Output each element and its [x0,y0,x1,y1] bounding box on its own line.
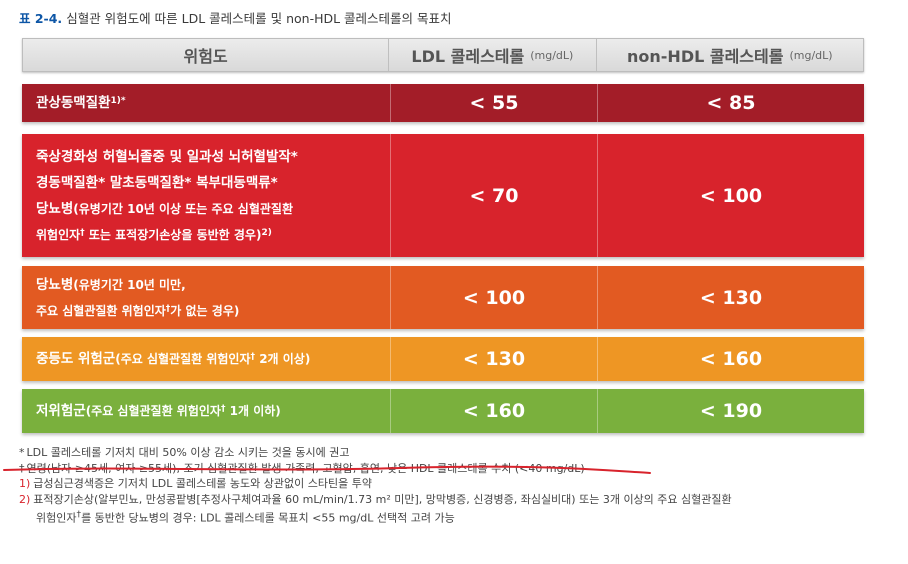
footnote-star: * LDL 콜레스테롤 기저치 대비 50% 이상 감소 시키는 것을 동시에 권… [19,445,732,461]
nonhdl-target: < 190 [699,400,763,422]
risk-main: 저위험군 [36,403,86,419]
nonhdl-target: < 160 [699,348,763,370]
risk-detail: 2개 이상) [255,352,311,366]
risk-main: 관상동맥질환 [36,95,111,111]
footnote-1: 1) 급성심근경색증은 기저치 LDL 콜레스테롤 농도와 상관없이 스타틴을 투… [19,476,732,492]
risk-label: 죽상경화성 허혈뇌졸중 및 일과성 뇌허혈발작* 경동맥질환* 말초동맥질환* … [22,134,391,257]
header-ldl-label: LDL 콜레스테롤 [411,47,525,66]
nonhdl-target: < 130 [699,286,763,309]
nonhdl-target: < 85 [706,92,756,114]
table-row-low-risk: 저위험군(주요 심혈관질환 위험인자† 1개 이하) < 160 < 190 [22,389,864,433]
risk-detail: (유병기간 10년 이상 또는 주요 심혈관질환 [73,201,293,216]
footnote-text: 연령(남자 ≥45세, 여자 ≥55세), 조기 심혈관질환 발생 가족력, 고… [26,461,585,475]
nonhdl-target: < 100 [699,184,763,207]
footnote-mark: * [19,446,25,459]
ldl-target: < 70 [391,134,598,257]
table-header: 위험도 LDL 콜레스테롤 (mg/dL) non-HDL 콜레스테롤 (mg/… [22,38,864,72]
risk-label: 당뇨병(유병기간 10년 미만, 주요 심혈관질환 위험인자†가 없는 경우) [22,266,391,329]
footnote-text: 급성심근경색증은 기저치 LDL 콜레스테롤 농도와 상관없이 스타틴을 투약 [33,477,372,490]
table-row-very-high-risk: 죽상경화성 허혈뇌졸중 및 일과성 뇌허혈발작* 경동맥질환* 말초동맥질환* … [22,134,864,257]
table-row-coronary: 관상동맥질환1)* < 55 < 85 [22,84,864,122]
header-risk: 위험도 [23,39,390,71]
header-ldl-unit: (mg/dL) [530,48,574,62]
caption-label: 표 2-4. [19,11,63,26]
footnote-ref: 2) [261,227,272,238]
header-ldl: LDL 콜레스테롤 (mg/dL) [389,39,597,71]
footnote-2: 2) 표적장기손상(알부민뇨, 만성콩팥병[추정사구체여과율 60 mL/min/… [19,492,732,508]
risk-line: 죽상경화성 허혈뇌졸중 및 일과성 뇌허혈발작* [36,148,298,165]
footnote-mark: 1) [19,477,31,490]
table-caption: 표 2-4. 심혈관 위험도에 따른 LDL 콜레스테롤 및 non-HDL 콜레… [19,8,452,27]
ldl-target: < 55 [391,84,598,122]
risk-detail: 주요 심혈관질환 위험인자 [36,303,166,318]
risk-detail: (주요 심혈관질환 위험인자 [115,352,251,366]
footnote-text: 표적장기손상(알부민뇨, 만성콩팥병[추정사구체여과율 60 mL/min/1.… [33,492,732,506]
footnote-ref: 1)* [110,96,126,106]
ldl-target: < 160 [391,389,598,433]
footnote-ref: † [76,509,82,520]
risk-detail: (주요 심혈관질환 위험인자 [85,404,221,418]
risk-main: 당뇨병 [36,200,74,217]
header-nonhdl: non-HDL 콜레스테롤 (mg/dL) [597,39,863,71]
footnote-2-cont: 위험인자†를 동반한 당뇨병의 경우: LDL 콜레스테롤 목표치 <55 mg… [19,507,732,526]
risk-label: 중등도 위험군(주요 심혈관질환 위험인자† 2개 이상) [22,337,391,381]
caption-title: 심혈관 위험도에 따른 LDL 콜레스테롤 및 non-HDL 콜레스테롤의 목… [66,11,452,26]
footnote-mark: 2) [19,492,31,506]
footnote-ref: † [80,227,85,238]
risk-detail: 1개 이하) [225,404,281,418]
risk-detail: 위험인자 [36,227,81,242]
footnote-mark: † [19,461,25,475]
risk-main: 중등도 위험군 [36,351,116,367]
footnote-dagger: † 연령(남자 ≥45세, 여자 ≥55세), 조기 심혈관질환 발생 가족력, … [19,461,732,477]
risk-detail: 또는 표적장기손상을 동반한 경우) [84,227,262,242]
table-row-diabetes: 당뇨병(유병기간 10년 미만, 주요 심혈관질환 위험인자†가 없는 경우) … [22,266,864,329]
risk-label: 저위험군(주요 심혈관질환 위험인자† 1개 이하) [22,389,391,433]
ldl-target: < 100 [391,266,598,329]
table-row-moderate-risk: 중등도 위험군(주요 심혈관질환 위험인자† 2개 이상) < 130 < 16… [22,337,864,381]
risk-detail: 가 없는 경우) [170,303,240,318]
ldl-target: < 130 [391,337,598,381]
footnote-ref: † [220,404,226,414]
footnotes: * LDL 콜레스테롤 기저치 대비 50% 이상 감소 시키는 것을 동시에 권… [19,445,732,526]
risk-detail: (유병기간 10년 미만, [73,277,186,292]
footnote-text: LDL 콜레스테롤 기저치 대비 50% 이상 감소 시키는 것을 동시에 권고 [26,446,350,459]
header-nonhdl-unit: (mg/dL) [789,48,833,62]
header-nonhdl-label: non-HDL 콜레스테롤 [627,47,784,66]
risk-label: 관상동맥질환1)* [22,84,391,122]
footnote-text: 위험인자 [36,511,77,525]
footnote-text: 를 동반한 당뇨병의 경우: LDL 콜레스테롤 목표치 <55 mg/dL 선… [81,511,455,525]
risk-line: 경동맥질환* 말초동맥질환* 복부대동맥류* [36,174,278,191]
risk-main: 당뇨병 [36,276,74,293]
footnote-ref: † [165,303,171,314]
footnote-ref: † [250,352,256,362]
